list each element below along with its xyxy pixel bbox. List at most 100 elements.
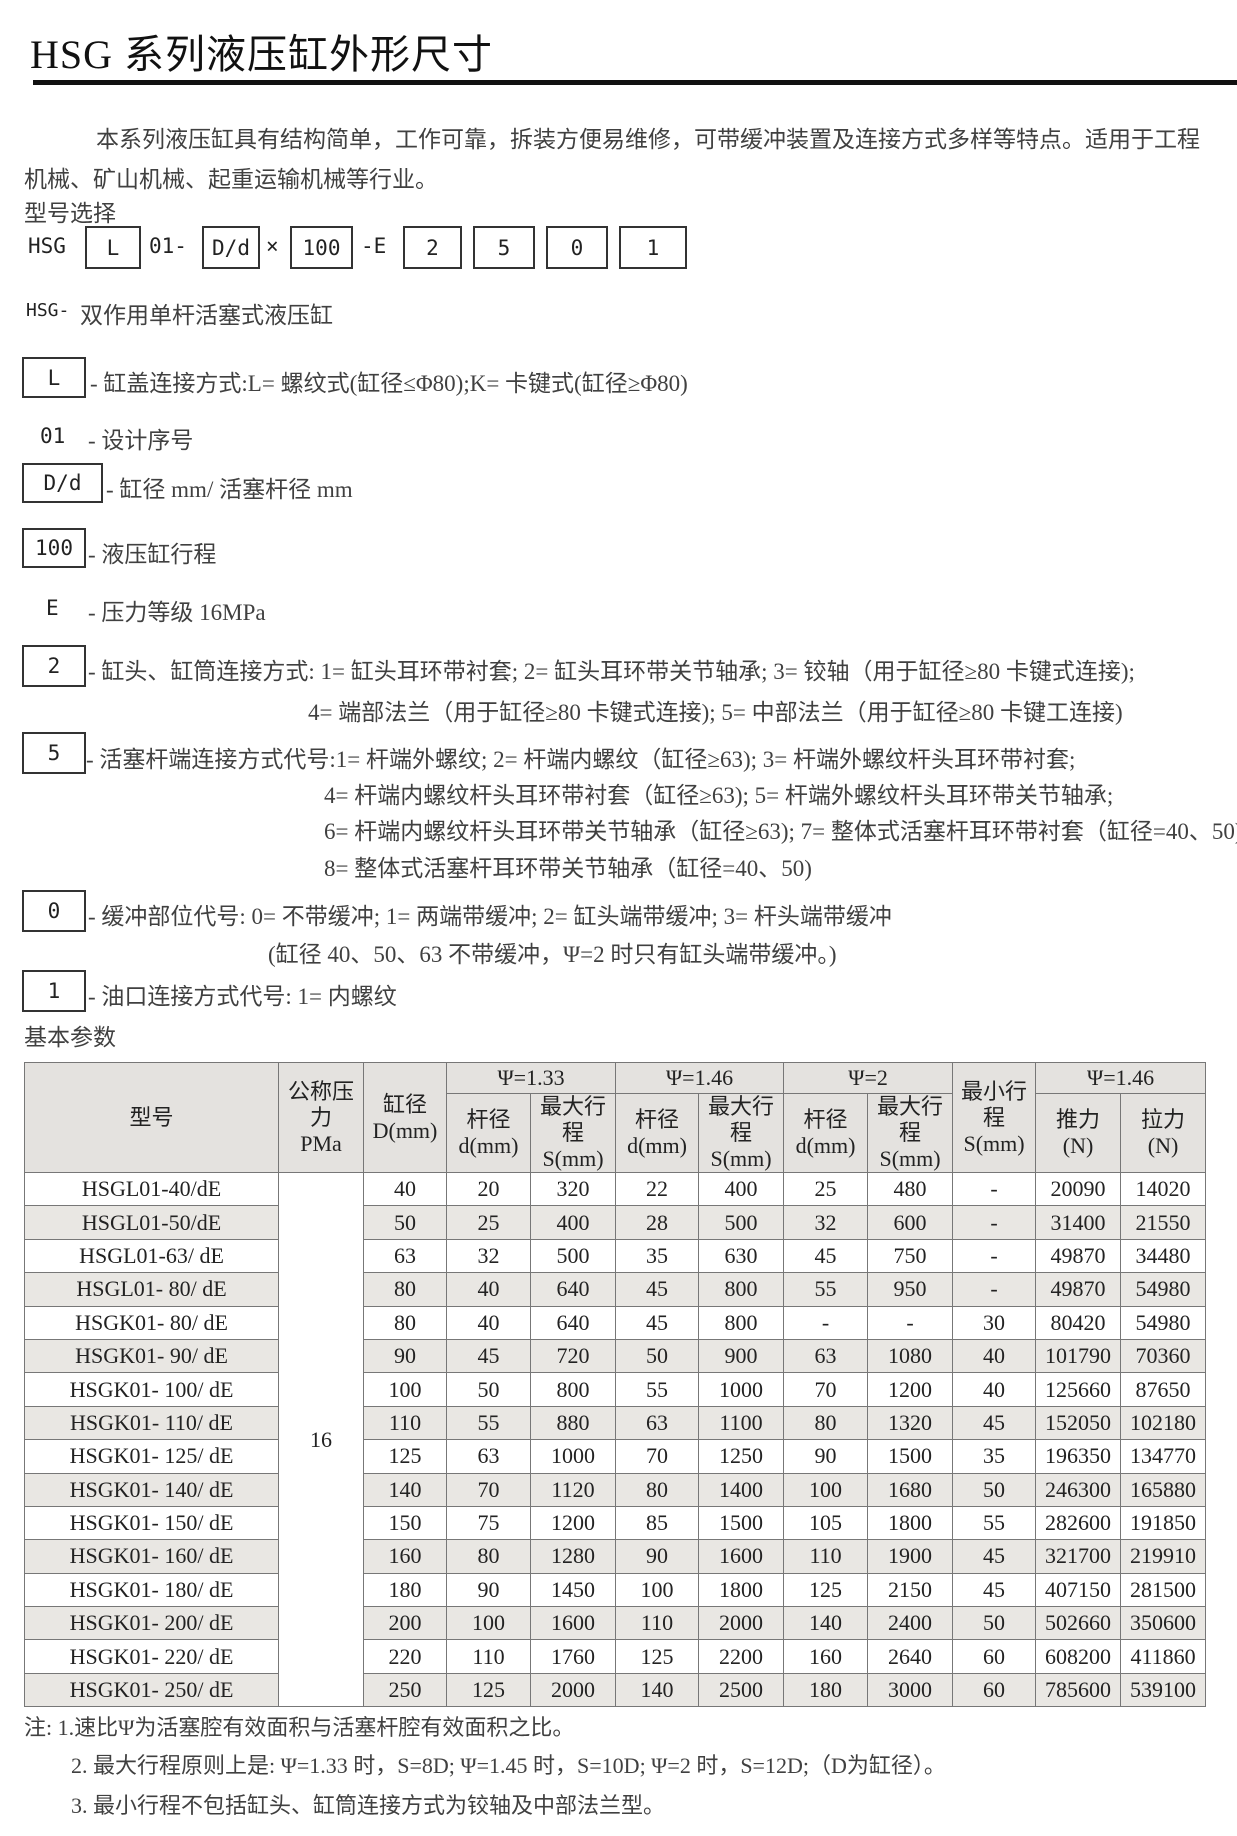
value-cell: 50 — [615, 1338, 700, 1374]
value-cell: 110 — [363, 1405, 447, 1441]
value-cell: 1200 — [529, 1505, 617, 1541]
value-cell: 191850 — [1120, 1505, 1207, 1541]
code-box-cushion: 0 — [546, 226, 608, 269]
value-cell: 640 — [529, 1305, 617, 1340]
value-cell: 90 — [615, 1539, 700, 1574]
value-cell: - — [952, 1238, 1037, 1274]
table-row: HSGL01- 80/ dE 80 40 640 45 800 55 950-49870 549… — [24, 1272, 1207, 1307]
value-cell: 40 — [363, 1171, 447, 1207]
page-title: HSG 系列液压缸外形尺寸 — [30, 32, 494, 77]
header-model: 型号 — [24, 1062, 279, 1173]
value-cell: 1000 — [698, 1372, 785, 1407]
table-row: HSGK01- 150/ dE 150 75 1200 85 1500 105 1800 55 2… — [24, 1505, 1207, 1541]
value-cell: - — [952, 1205, 1037, 1240]
code-box-bore-rod: D/d — [202, 226, 260, 269]
value-cell: 1080 — [867, 1338, 954, 1374]
legend-cushion-box: 0 — [22, 890, 86, 932]
value-cell: 180 — [363, 1572, 447, 1608]
value-cell: 1250 — [698, 1439, 785, 1474]
header-push: 推力 (N) — [1035, 1093, 1122, 1173]
value-cell: 100 — [615, 1572, 700, 1608]
table-row: HSGK01- 220/ dE 220 110 1760 125 2200 160 2640 6… — [24, 1639, 1207, 1674]
value-cell: 90 — [446, 1572, 531, 1608]
legend-hsg-text: 双作用单杆活塞式液压缸 — [80, 303, 333, 328]
value-cell: 1600 — [698, 1539, 785, 1574]
value-cell: 1450 — [529, 1572, 617, 1608]
value-cell: 196350 — [1035, 1439, 1122, 1474]
header-rod: 杆径 d(mm) — [783, 1093, 869, 1173]
value-cell: 45 — [952, 1539, 1037, 1574]
header-psi-1-33: Ψ=1.33 — [445, 1062, 617, 1094]
value-cell: 350600 — [1120, 1606, 1207, 1641]
note-3: 3. 最小行程不包括缸头、缸筒连接方式为铰轴及中部法兰型。 — [71, 1793, 666, 1818]
value-cell: 30 — [952, 1305, 1037, 1340]
legend-seq-code: 01 — [40, 424, 66, 448]
model-cell: HSGK01- 100/ dE — [24, 1372, 279, 1407]
value-cell: 85 — [615, 1505, 700, 1541]
table-row: HSGK01- 100/ dE 100 50 800 55 1000 70 1200 40 125… — [24, 1372, 1207, 1407]
value-cell: 70 — [615, 1439, 700, 1474]
header-force-psi: Ψ=1.46 — [1035, 1062, 1207, 1094]
value-cell: 80420 — [1035, 1305, 1122, 1340]
code-box-rod-end: 5 — [473, 226, 535, 269]
intro-line-2: 机械、矿山机械、起重运输机械等行业。 — [24, 167, 438, 192]
value-cell: 200 — [363, 1606, 447, 1641]
value-cell: 100 — [363, 1372, 447, 1407]
value-cell: 63 — [615, 1405, 700, 1441]
value-cell: 55 — [446, 1405, 531, 1441]
value-cell: 1500 — [698, 1505, 785, 1541]
model-cell: HSGL01-50/dE — [24, 1205, 279, 1240]
value-cell: 60 — [952, 1672, 1037, 1708]
table-row: HSGK01- 200/ dE 200 100 1600 110 2000 140 2400 5… — [24, 1606, 1207, 1641]
value-cell: 1760 — [529, 1639, 617, 1674]
value-cell: 250 — [363, 1672, 447, 1708]
legend-rod-end-box: 5 — [22, 732, 86, 774]
value-cell: 110 — [615, 1606, 700, 1641]
value-cell: 21550 — [1120, 1205, 1207, 1240]
value-cell: 880 — [529, 1405, 617, 1441]
table-row: HSGL01-63/ dE 63 32 500 35 630 45 750-49870 3448… — [24, 1238, 1207, 1274]
value-cell: 55 — [783, 1272, 869, 1307]
table-row: HSGL01-50/dE 50 25 400 28 500 32 600-31400 21550 — [24, 1205, 1207, 1240]
value-cell: 54980 — [1120, 1272, 1207, 1307]
value-cell: 160 — [363, 1539, 447, 1574]
value-cell: 80 — [446, 1539, 531, 1574]
table-body: HSGL01-40/dE 16 40 20 320 22 400 25 480-20090 140… — [24, 1171, 1207, 1708]
value-cell: 1400 — [698, 1472, 785, 1507]
value-cell: 750 — [867, 1238, 954, 1274]
value-cell: 321700 — [1035, 1539, 1122, 1574]
value-cell: 2400 — [867, 1606, 954, 1641]
model-cell: HSGK01- 110/ dE — [24, 1405, 279, 1441]
value-cell: 110 — [783, 1539, 869, 1574]
legend-L-box: L — [22, 357, 86, 398]
value-cell: 3000 — [867, 1672, 954, 1708]
value-cell: 2000 — [529, 1672, 617, 1708]
note-2: 2. 最大行程原则上是: Ψ=1.33 时，S=8D; Ψ=1.45 时，S=1… — [71, 1753, 946, 1778]
value-cell: 80 — [783, 1405, 869, 1441]
value-cell: 31400 — [1035, 1205, 1122, 1240]
value-cell: 32 — [446, 1238, 531, 1274]
value-cell: 101790 — [1035, 1338, 1122, 1374]
value-cell: 502660 — [1035, 1606, 1122, 1641]
value-cell: 90 — [783, 1439, 869, 1474]
legend-stroke-text: - 液压缸行程 — [88, 542, 217, 567]
model-prefix: HSG — [28, 234, 66, 258]
value-cell: 35 — [615, 1238, 700, 1274]
value-cell: 180 — [783, 1672, 869, 1708]
value-cell: 407150 — [1035, 1572, 1122, 1608]
value-cell: 2500 — [698, 1672, 785, 1708]
legend-rod-end-line-3: 6= 杆端内螺纹杆头耳环带关节轴承（缸径≥63); 7= 整体式活塞杆耳环带衬套… — [324, 819, 1237, 844]
value-cell: 40 — [446, 1305, 531, 1340]
model-cell: HSGK01- 90/ dE — [24, 1338, 279, 1374]
value-cell: 1800 — [867, 1505, 954, 1541]
model-seq: 01- — [149, 234, 187, 258]
value-cell: 2000 — [698, 1606, 785, 1641]
value-cell: 125 — [615, 1639, 700, 1674]
legend-L-text: - 缸盖连接方式:L= 螺纹式(缸径≤Φ80);K= 卡键式(缸径≥Φ80) — [90, 371, 688, 396]
legend-stroke-box: 100 — [22, 528, 86, 568]
value-cell: 640 — [529, 1272, 617, 1307]
model-cell: HSGK01- 150/ dE — [24, 1505, 279, 1541]
value-cell: 480 — [867, 1171, 954, 1207]
value-cell: 539100 — [1120, 1672, 1207, 1708]
table-row: HSGL01-40/dE 16 40 20 320 22 400 25 480-20090 140… — [24, 1171, 1207, 1708]
